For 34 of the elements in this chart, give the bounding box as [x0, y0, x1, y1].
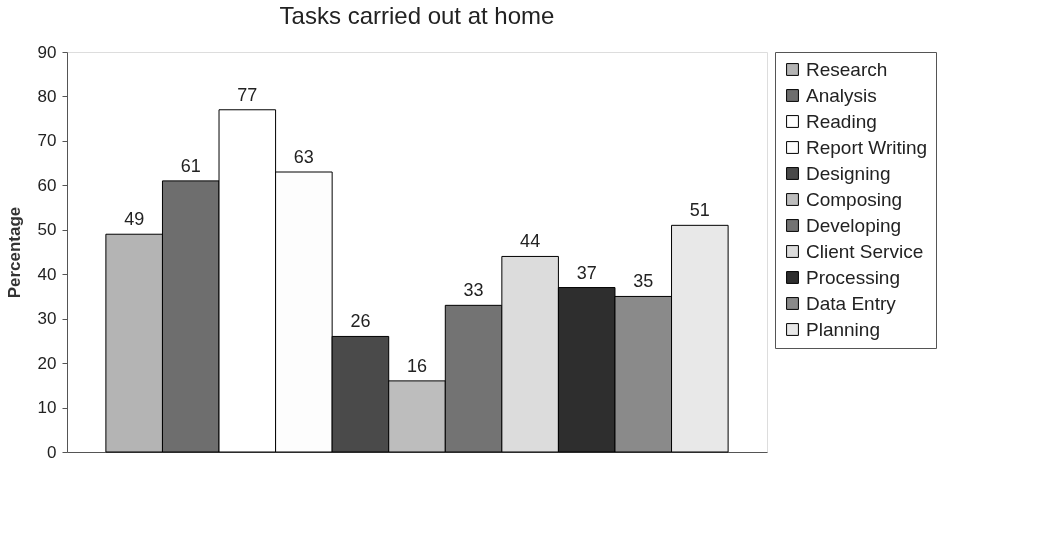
y-tick-label: 70 [37, 131, 57, 151]
y-tick-label: 40 [37, 264, 57, 284]
data-label: 63 [293, 147, 314, 167]
data-label: 16 [406, 355, 428, 376]
data-label: 33 [463, 280, 484, 301]
legend-label: Composing [806, 188, 903, 210]
data-label: 61 [180, 155, 201, 176]
data-label: 35 [633, 271, 654, 292]
data-label: 37 [576, 262, 597, 283]
y-tick-label: 0 [47, 442, 57, 462]
data-label: 77 [237, 84, 258, 105]
data-label: 44 [520, 231, 541, 252]
legend-label: Report Writing [806, 136, 928, 158]
chart-title: Tasks carried out at home [279, 2, 555, 29]
legend-label: Client Service [806, 240, 924, 262]
y-tick-label: 90 [37, 42, 57, 62]
y-tick-label: 80 [37, 86, 57, 106]
data-label: 26 [350, 311, 371, 332]
legend-label: Analysis [806, 84, 877, 106]
legend-label: Planning [806, 318, 880, 340]
y-tick-label: 50 [37, 220, 57, 240]
data-label: 51 [689, 200, 710, 221]
legend-label: Designing [806, 162, 891, 184]
legend-label: Reading [806, 110, 877, 132]
legend-label: Processing [806, 266, 900, 288]
legend-label: Data Entry [806, 292, 897, 314]
legend-label: Developing [806, 214, 902, 236]
y-tick-label: 60 [37, 175, 57, 195]
data-label: 49 [124, 209, 145, 230]
y-tick-label: 20 [37, 353, 57, 373]
y-axis-title: Percentage [4, 206, 24, 299]
y-tick-label: 30 [37, 309, 57, 329]
legend-label: Research [806, 58, 888, 80]
y-tick-label: 10 [37, 398, 57, 418]
